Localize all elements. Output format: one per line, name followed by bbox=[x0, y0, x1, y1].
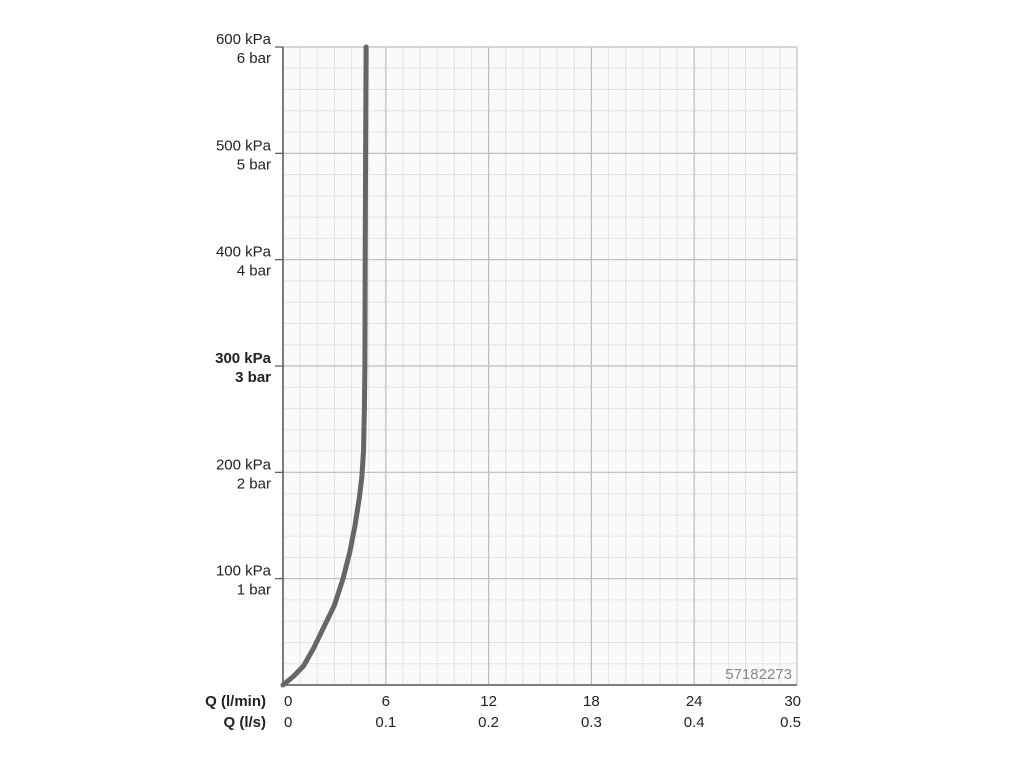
y-tick-label-kpa: 300 kPa bbox=[215, 350, 272, 367]
x-tick-label-lmin: 12 bbox=[480, 693, 497, 710]
x-tick-label-lmin: 6 bbox=[382, 693, 390, 710]
y-tick-label-bar: 3 bar bbox=[235, 369, 271, 386]
x-axis-title-secondary: Q (l/s) bbox=[223, 714, 266, 731]
x-tick-label-ls: 0.3 bbox=[581, 714, 602, 731]
y-tick-label-kpa: 400 kPa bbox=[216, 244, 272, 261]
y-tick-label-bar: 2 bar bbox=[237, 475, 271, 492]
x-tick-label-lmin: 18 bbox=[583, 693, 600, 710]
y-tick-label-kpa: 100 kPa bbox=[216, 563, 272, 580]
x-axis-title-primary: Q (l/min) bbox=[205, 693, 266, 710]
x-tick-label-lmin: 0 bbox=[284, 693, 292, 710]
x-tick-label-ls: 0 bbox=[284, 714, 292, 731]
y-tick-label-bar: 5 bar bbox=[237, 156, 271, 173]
series-layer bbox=[280, 44, 369, 688]
x-tick-label-ls: 0.4 bbox=[684, 714, 705, 731]
y-tick-label-kpa: 500 kPa bbox=[216, 137, 272, 154]
y-tick-label-kpa: 600 kPa bbox=[216, 31, 272, 48]
y-tick-label-kpa: 200 kPa bbox=[216, 456, 272, 473]
x-tick-label-ls: 0.2 bbox=[478, 714, 499, 731]
series-line bbox=[280, 44, 369, 688]
x-tick-label-ls: 0.1 bbox=[375, 714, 396, 731]
x-tick-labels: 0 0 6 0.1 12 0.2 18 0.3 24 0.4 30 0.5 bbox=[284, 693, 801, 731]
annotation-code: 57182273 bbox=[725, 666, 792, 683]
y-tick-label-bar: 6 bar bbox=[237, 50, 271, 67]
y-tick-label-bar: 1 bar bbox=[237, 582, 271, 599]
axes bbox=[275, 46, 797, 686]
x-tick-label-lmin: 30 bbox=[784, 693, 801, 710]
y-tick-label-bar: 4 bar bbox=[237, 263, 271, 280]
x-tick-label-lmin: 24 bbox=[686, 693, 703, 710]
x-tick-label-ls: 0.5 bbox=[780, 714, 801, 731]
y-tick-labels: 100 kPa 1 bar 200 kPa 2 bar 300 kPa 3 bar 400 … bbox=[215, 31, 272, 599]
